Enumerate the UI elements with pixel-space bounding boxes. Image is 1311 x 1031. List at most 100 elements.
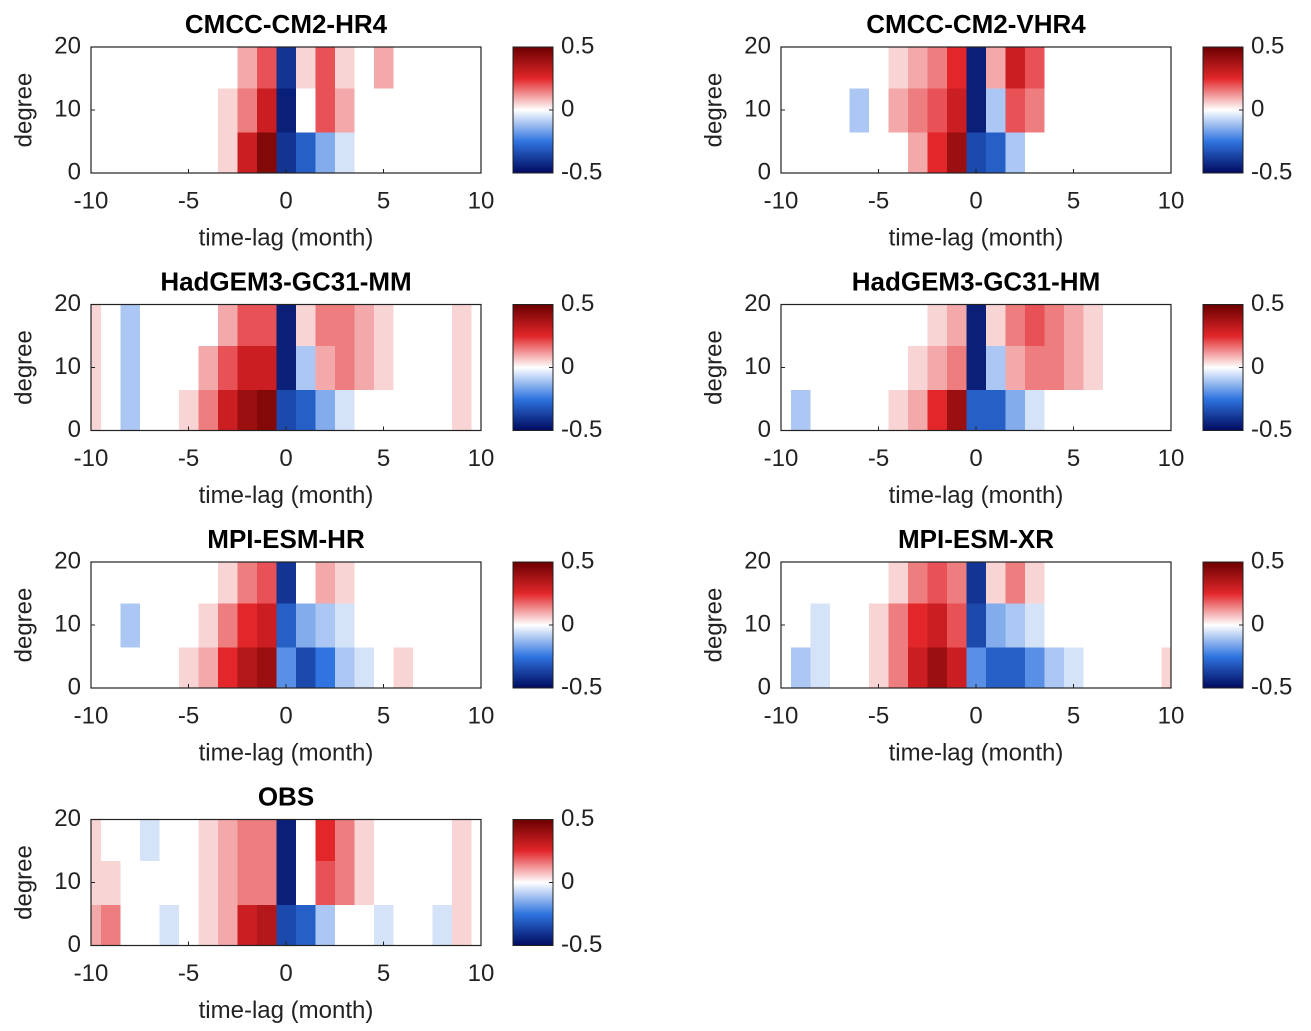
cell bbox=[829, 304, 850, 346]
cell bbox=[471, 860, 482, 906]
cell bbox=[790, 47, 811, 89]
cell bbox=[354, 602, 375, 648]
x-tick-label: 10 bbox=[468, 960, 495, 987]
cell bbox=[217, 345, 238, 391]
cell bbox=[985, 602, 1006, 648]
cell bbox=[412, 345, 433, 391]
cell bbox=[810, 132, 831, 174]
cell bbox=[1161, 647, 1172, 689]
cell bbox=[120, 389, 141, 431]
cell bbox=[373, 132, 394, 174]
cell bbox=[256, 860, 277, 906]
x-tick-label: 10 bbox=[1158, 445, 1185, 472]
cell bbox=[139, 389, 160, 431]
cell bbox=[256, 132, 277, 174]
cell bbox=[966, 345, 987, 391]
x-tick-label: 10 bbox=[468, 445, 495, 472]
colorbar-tick-label: -0.5 bbox=[1251, 673, 1292, 700]
cell bbox=[237, 87, 258, 133]
cell bbox=[1063, 132, 1084, 174]
y-axis-label: degree bbox=[10, 330, 37, 405]
cell bbox=[276, 345, 297, 391]
cell bbox=[100, 860, 121, 906]
cell bbox=[985, 47, 1006, 89]
cell bbox=[276, 304, 297, 346]
cell bbox=[1083, 389, 1104, 431]
cell bbox=[412, 87, 433, 133]
cell bbox=[790, 389, 811, 431]
cell bbox=[120, 647, 141, 689]
cell bbox=[315, 345, 336, 391]
cell bbox=[1161, 562, 1172, 604]
cell bbox=[781, 304, 792, 346]
cell bbox=[354, 647, 375, 689]
cell bbox=[1083, 132, 1104, 174]
cell bbox=[1063, 647, 1084, 689]
cell bbox=[139, 819, 160, 861]
x-tick-label: 0 bbox=[969, 187, 982, 214]
cell bbox=[888, 647, 909, 689]
colorbar-tick-label: -0.5 bbox=[561, 673, 602, 700]
x-tick-label: 0 bbox=[279, 445, 292, 472]
cell bbox=[178, 47, 199, 89]
cell bbox=[178, 647, 199, 689]
cell bbox=[1161, 345, 1172, 391]
cell bbox=[412, 562, 433, 604]
cell bbox=[276, 602, 297, 648]
cell bbox=[1122, 47, 1143, 89]
cell bbox=[91, 389, 102, 431]
cell bbox=[1122, 647, 1143, 689]
cell bbox=[1102, 345, 1123, 391]
cell bbox=[946, 87, 967, 133]
cell bbox=[373, 860, 394, 906]
cell bbox=[1044, 47, 1065, 89]
cell bbox=[139, 47, 160, 89]
colorbar-tick-label: 0 bbox=[1251, 95, 1264, 122]
cell bbox=[237, 47, 258, 89]
x-tick-label: 10 bbox=[1158, 187, 1185, 214]
cell bbox=[1083, 47, 1104, 89]
cell bbox=[946, 304, 967, 346]
y-tick-label: 10 bbox=[54, 610, 81, 637]
cell bbox=[829, 647, 850, 689]
cell bbox=[276, 47, 297, 89]
x-tick-label: -5 bbox=[178, 187, 199, 214]
cell bbox=[1024, 602, 1045, 648]
colorbar-tick-label: 0 bbox=[561, 353, 574, 380]
cell bbox=[295, 47, 316, 89]
cell bbox=[393, 904, 414, 946]
cell bbox=[373, 562, 394, 604]
cell bbox=[91, 819, 102, 861]
cell bbox=[256, 304, 277, 346]
cell bbox=[829, 87, 850, 133]
cell bbox=[334, 47, 355, 89]
cell bbox=[373, 87, 394, 133]
cell bbox=[432, 602, 453, 648]
cell bbox=[781, 562, 792, 604]
cell bbox=[432, 904, 453, 946]
cell bbox=[139, 562, 160, 604]
cell bbox=[315, 602, 336, 648]
cell bbox=[159, 47, 180, 89]
cell bbox=[159, 389, 180, 431]
cell bbox=[1102, 304, 1123, 346]
x-tick-label: 5 bbox=[1067, 187, 1080, 214]
cell bbox=[1005, 304, 1026, 346]
cell bbox=[91, 602, 102, 648]
cell bbox=[393, 860, 414, 906]
cell bbox=[810, 562, 831, 604]
cell bbox=[217, 647, 238, 689]
cell bbox=[1005, 562, 1026, 604]
cell bbox=[91, 87, 102, 133]
cell bbox=[1024, 47, 1045, 89]
cell bbox=[790, 647, 811, 689]
cell bbox=[139, 602, 160, 648]
cell bbox=[334, 602, 355, 648]
cell bbox=[966, 47, 987, 89]
x-tick-label: -10 bbox=[74, 187, 109, 214]
cell bbox=[276, 904, 297, 946]
cell bbox=[412, 304, 433, 346]
cell bbox=[966, 87, 987, 133]
x-tick-label: 5 bbox=[1067, 702, 1080, 729]
x-tick-label: -5 bbox=[868, 187, 889, 214]
